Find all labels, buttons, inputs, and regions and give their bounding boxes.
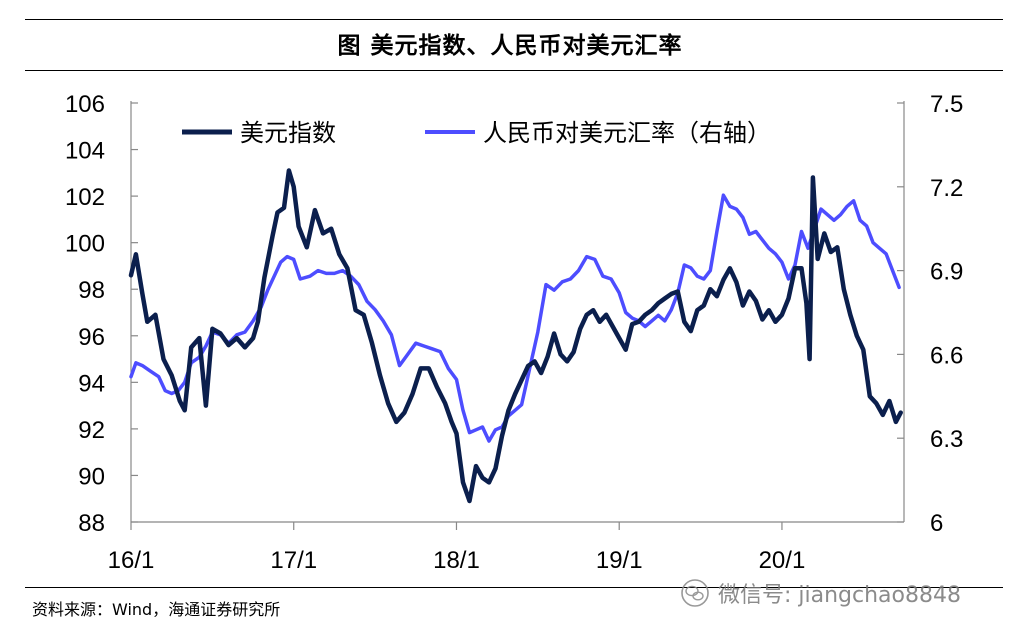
watermark: 微信号: jiangchao8848 [680, 575, 961, 611]
right-tick-label: 7.5 [930, 91, 963, 118]
legend-label-cny: 人民币对美元汇率（右轴） [483, 119, 771, 147]
title-rule [25, 70, 1003, 71]
left-tick-label: 90 [78, 463, 105, 490]
left-tick-label: 98 [78, 277, 105, 304]
series-line-cny [129, 193, 901, 443]
bottom-rule [25, 587, 1003, 588]
right-tick-label: 6.3 [930, 426, 963, 453]
legend-label-dxy: 美元指数 [240, 119, 336, 147]
left-tick-label: 92 [78, 417, 105, 444]
series-layer [128, 168, 903, 504]
left-tick-label: 102 [65, 184, 105, 211]
x-tick-label: 20/1 [759, 547, 806, 574]
x-tick-label: 16/1 [108, 547, 155, 574]
x-tick-label: 17/1 [270, 547, 317, 574]
right-y-ticks: 7.5 7.2 6.9 6.6 6.3 6 [897, 91, 963, 537]
left-tick-label: 106 [65, 91, 105, 118]
left-tick-label: 100 [65, 231, 105, 258]
right-tick-label: 7.2 [930, 175, 963, 202]
x-tick-label: 18/1 [433, 547, 480, 574]
x-tick-label: 19/1 [596, 547, 643, 574]
series-line-dxy [128, 168, 903, 504]
line-chart: 106 104 102 100 98 96 94 92 90 88 7.5 7.2 6.9 6.6 6.3… [65, 91, 963, 574]
wechat-icon [681, 579, 709, 607]
left-tick-label: 96 [78, 324, 105, 351]
watermark-text: 微信号: jiangchao8848 [718, 583, 961, 608]
right-tick-label: 6 [930, 510, 943, 537]
left-tick-label: 104 [65, 138, 105, 165]
left-y-ticks: 106 104 102 100 98 96 94 92 90 88 [65, 91, 138, 537]
source-note: 资料来源：Wind，海通证券研究所 [32, 600, 281, 619]
left-tick-label: 94 [78, 370, 105, 397]
top-rule [25, 19, 1003, 20]
left-tick-label: 88 [78, 510, 105, 537]
right-tick-label: 6.6 [930, 342, 963, 369]
chart-title: 图 美元指数、人民币对美元汇率 [337, 32, 683, 59]
x-ticks: 16/1 17/1 18/1 19/1 20/1 [108, 522, 806, 574]
right-tick-label: 6.9 [930, 259, 963, 286]
legend: 美元指数 人民币对美元汇率（右轴） [182, 119, 771, 147]
